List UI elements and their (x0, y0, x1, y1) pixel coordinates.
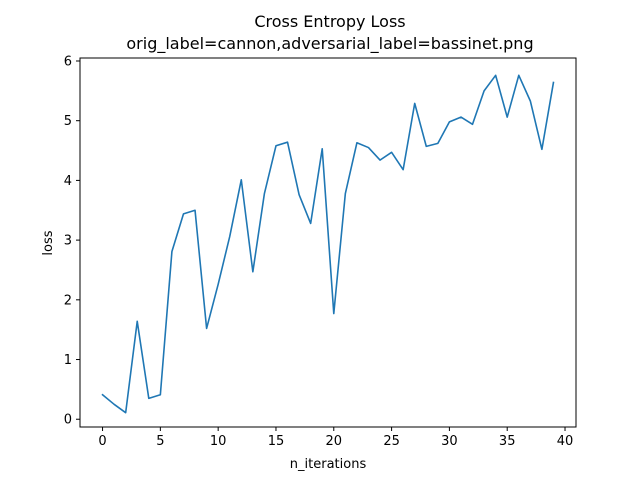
y-tick-label: 5 (64, 114, 72, 129)
x-tick-label: 40 (557, 434, 574, 449)
y-tick-label: 0 (64, 413, 72, 428)
series-line (101, 74, 555, 414)
chart-subtitle: orig_label=cannon,adversarial_label=bass… (126, 34, 533, 54)
y-tick-label: 6 (64, 54, 72, 69)
y-axis-label: loss (41, 230, 56, 255)
plot-area (101, 74, 555, 414)
x-tick-label: 0 (98, 434, 106, 449)
x-tick-label: 5 (156, 434, 164, 449)
plot-frame (79, 57, 577, 428)
x-axis-ticks: 0 5 10 15 20 25 30 35 40 (98, 427, 573, 449)
y-axis-ticks: 0 1 2 3 4 5 6 (64, 54, 80, 428)
y-tick-label: 3 (64, 234, 72, 249)
x-tick-label: 20 (326, 434, 343, 449)
x-tick-label: 25 (383, 434, 400, 449)
x-tick-label: 10 (210, 434, 227, 449)
y-tick-label: 4 (64, 174, 72, 189)
x-tick-label: 30 (441, 434, 458, 449)
y-tick-label: 2 (64, 293, 72, 308)
y-tick-label: 1 (64, 353, 72, 368)
x-tick-label: 15 (268, 434, 285, 449)
x-tick-label: 35 (499, 434, 516, 449)
x-axis-label: n_iterations (290, 457, 367, 472)
chart-title: Cross Entropy Loss (254, 12, 405, 31)
